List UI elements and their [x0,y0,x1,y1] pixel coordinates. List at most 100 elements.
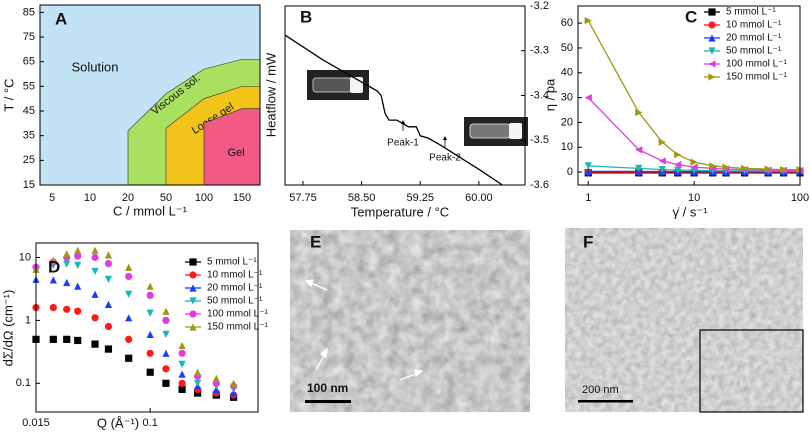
marker [125,335,133,343]
marker [229,389,238,397]
plot-frame [35,242,259,413]
marker [49,335,57,343]
y-tick-label: 45 [23,105,35,117]
y-tick-label: 55 [23,80,35,92]
marker [49,303,57,312]
x-axis-title: γ̇ / s⁻¹ [672,204,708,219]
marker [63,278,71,287]
marker [104,300,113,308]
y-tick-label: 25 [23,154,35,166]
marker [178,385,186,394]
y-tick-label: 20 [561,116,573,128]
y-tick-label: 50 [561,42,573,54]
x-axis-title: C / mmol L⁻¹ [113,203,188,218]
marker [91,290,99,298]
marker [635,164,643,172]
marker [780,166,788,174]
marker [91,267,99,276]
y-tick-label: 1 [25,314,31,326]
marker [74,282,82,290]
plot-frame [39,4,261,186]
arrow-head [319,347,328,359]
marker [178,379,186,387]
legend-label: 10 mmol L⁻¹ [207,270,263,281]
marker [125,354,133,362]
marker [146,368,154,376]
marker [584,17,592,25]
marker [49,276,57,284]
legend-label: 100 mmol L⁻¹ [726,59,788,70]
y-tick-label: 85 [23,6,35,18]
y-axis-title: η / pa [542,78,557,111]
legend-marker [189,258,197,266]
legend-marker [708,73,716,81]
marker [194,379,202,387]
vial-photo [464,117,528,146]
marker [229,379,238,387]
marker [63,335,71,343]
marker [162,307,170,315]
panel-label: A [55,9,67,28]
annotation: Peak-1 [387,138,419,149]
legend-label: 10 mmol L⁻¹ [726,20,782,31]
x-tick-label: 0.1 [143,417,158,429]
y-tick-label: 30 [561,92,573,104]
marker [690,158,698,166]
arrow-head [304,279,314,288]
marker [690,163,698,171]
x-tick-label: 50 [160,192,172,204]
tem-image [290,230,530,412]
x-tick-label: 20 [122,192,134,204]
x-tick-label: 10 [84,192,96,204]
marker [125,314,133,322]
annotation: Peak-2 [429,153,461,164]
vial-photo [307,70,369,100]
marker [91,253,99,262]
x-tick-label: 150 [233,192,251,204]
y-tick-label: -3.3 [530,45,549,57]
marker [49,256,57,264]
marker [635,146,643,154]
y-tick-label: 10 [561,141,573,153]
marker [674,166,682,174]
y-tick-label: 15 [23,179,35,191]
marker [104,251,113,259]
y-tick-label: 40 [561,67,573,79]
y-tick-label: 0.1 [16,377,31,389]
y-tick-label: -3.2 [530,0,549,12]
marker [741,164,749,172]
x-tick-label: 59.25 [406,192,434,204]
legend-marker [189,271,197,279]
legend-marker [189,297,197,305]
marker [146,282,154,290]
legend-marker [708,21,716,29]
y-tick-label: 60 [561,17,573,29]
inset-frame [699,329,804,413]
x-tick-label: 1 [585,192,591,204]
y-tick-label: 10 [19,251,31,263]
y-tick-label: 65 [23,56,35,68]
legend-label: 20 mmol L⁻¹ [726,33,782,44]
y-tick-label: 0 [567,166,573,178]
x-tick-label: 57.75 [289,192,317,204]
arrow-head [414,369,424,378]
marker [146,309,154,317]
marker [178,341,186,350]
x-tick-label: 100 [195,192,213,204]
marker [63,250,71,258]
legend-marker [708,34,716,42]
x-axis-title: Temperature / °C [351,204,449,219]
marker [104,275,113,283]
legend-marker [708,60,716,68]
y-axis-title: T / °C [1,78,16,111]
y-tick-label: -3.6 [530,179,549,191]
panel-label: C [685,7,697,26]
vial-cap [509,123,522,139]
panel-label: D [48,257,60,276]
region-label: Gel [227,147,244,159]
legend-marker [708,47,716,55]
annotation: Solution [72,59,119,74]
marker [178,360,186,368]
marker [658,166,666,174]
